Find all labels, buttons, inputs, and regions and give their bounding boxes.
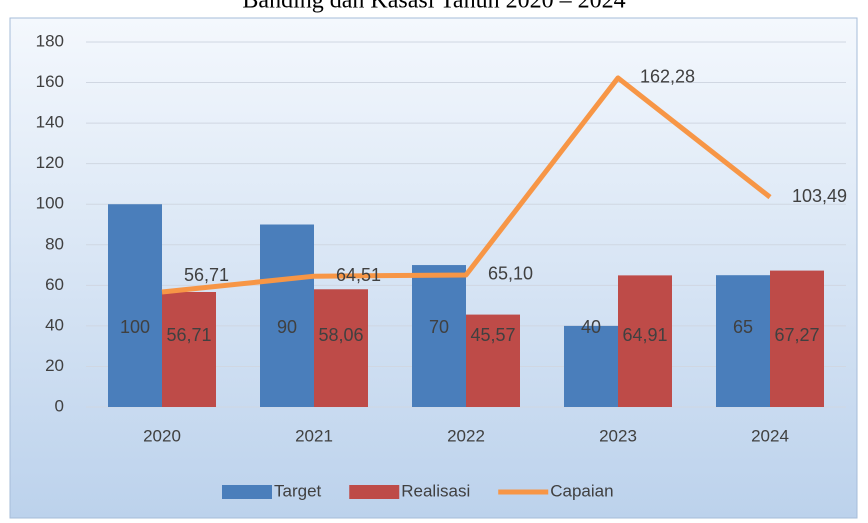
data-label: 56,71: [166, 325, 211, 345]
x-tick-label: 2024: [751, 426, 789, 445]
data-label: 45,57: [470, 325, 515, 345]
data-label: 58,06: [318, 325, 363, 345]
y-tick-label: 120: [36, 153, 64, 172]
y-tick-label: 20: [45, 356, 64, 375]
bar: [564, 325, 618, 407]
bar: [314, 289, 368, 407]
line: [161, 75, 772, 295]
y-tick-label: 80: [45, 234, 64, 253]
data-label: 40: [581, 317, 601, 337]
data-label: 162,28: [640, 67, 695, 87]
legend-label: Capaian: [550, 481, 613, 500]
y-tick-label: 40: [45, 315, 64, 334]
chart-title: Banding dan Kasasi Tahun 2020 – 2024: [242, 0, 625, 14]
y-tick-label: 160: [36, 72, 64, 91]
data-label: 67,27: [774, 325, 819, 345]
data-label: 65: [733, 317, 753, 337]
bar: [162, 292, 216, 407]
y-tick-label: 60: [45, 275, 64, 294]
legend-label: Target: [274, 481, 322, 500]
legend-swatch: [349, 485, 400, 499]
bar: [466, 314, 520, 407]
legend-swatch: [222, 485, 272, 499]
x-tick-label: 2021: [295, 426, 333, 445]
bar: [260, 224, 314, 407]
data-label: 90: [277, 317, 297, 337]
data-label: 100: [120, 317, 150, 337]
data-label: 103,49: [792, 186, 847, 206]
bar: [108, 204, 162, 407]
x-tick-label: 2020: [143, 426, 181, 445]
data-label: 70: [429, 317, 449, 337]
data-label: 64,51: [336, 265, 381, 285]
y-tick-label: 180: [36, 31, 64, 50]
legend-label: Realisasi: [401, 481, 470, 500]
data-label: 65,10: [488, 264, 533, 284]
y-tick-label: 140: [36, 113, 64, 132]
y-tick-label: 100: [36, 194, 64, 213]
bar: [412, 265, 466, 407]
y-tick-label: 0: [55, 396, 64, 415]
data-label: 56,71: [184, 265, 229, 285]
x-tick-label: 2022: [447, 426, 485, 445]
data-label: 64,91: [622, 325, 667, 345]
x-tick-label: 2023: [599, 426, 637, 445]
bar: [716, 275, 770, 407]
bar: [770, 270, 824, 407]
bar: [618, 275, 672, 407]
